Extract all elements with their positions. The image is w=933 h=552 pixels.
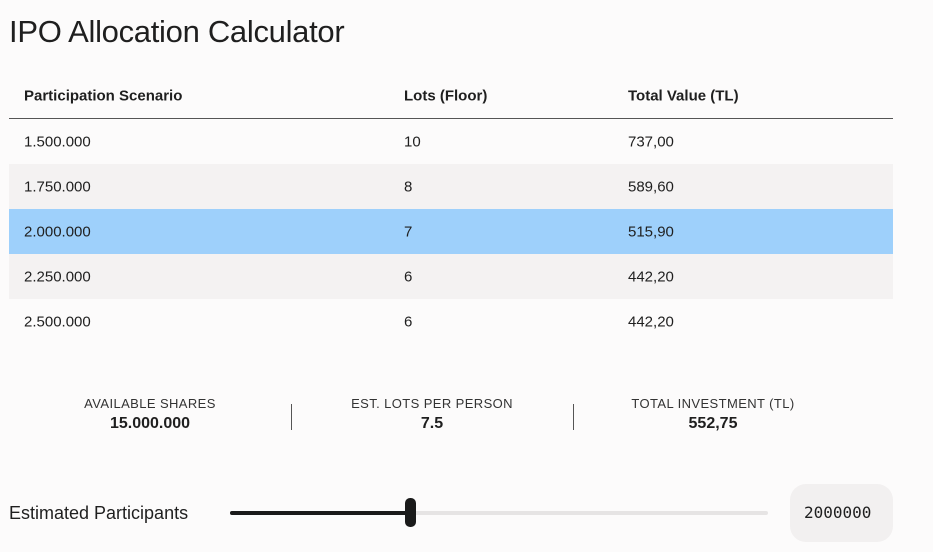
column-header: Lots (Floor) [404, 87, 488, 105]
table-cell: 737,00 [628, 133, 674, 150]
stat-label: TOTAL INVESTMENT (TL) [631, 396, 795, 411]
table-cell: 1.750.000 [24, 178, 91, 195]
selected-row[interactable]: 2.000.000 7 515,90 [9, 209, 893, 254]
slider-fill [230, 511, 410, 515]
column-header: Total Value (TL) [628, 87, 739, 105]
table-cell: 6 [404, 268, 413, 285]
slider-track[interactable] [230, 511, 768, 515]
participants-input[interactable]: 2000000 [790, 484, 893, 542]
stat-value: 7.5 [420, 415, 444, 432]
table-cell: 2.500.000 [24, 313, 91, 330]
input-value: 2000000 [804, 503, 872, 522]
slider-label: Estimated Participants [9, 503, 189, 523]
table-row[interactable]: 1.750.000 8 589,60 [9, 164, 893, 209]
stat-label: AVAILABLE SHARES [84, 396, 216, 411]
table-cell: 7 [404, 223, 413, 240]
column-header: Participation Scenario [24, 87, 183, 105]
slider-thumb[interactable] [405, 498, 416, 527]
table-row[interactable]: 2.250.000 6 442,20 [9, 254, 893, 299]
table-cell: 8 [404, 178, 413, 195]
table-cell: 515,90 [628, 223, 674, 240]
table-cell: 2.250.000 [24, 268, 91, 285]
stat-value: 552,75 [688, 415, 738, 432]
table-cell: 10 [404, 133, 421, 150]
divider [291, 404, 292, 430]
table-cell: 1.500.000 [24, 133, 91, 150]
table-cell: 6 [404, 313, 413, 330]
table-row[interactable]: 2.500.000 6 442,20 [9, 299, 893, 344]
page-title: IPO Allocation Calculator [9, 14, 345, 49]
stat-value: 15.000.000 [109, 415, 191, 432]
stat: TOTAL INVESTMENT (TL) 552,75 [583, 396, 843, 433]
table-cell: 589,60 [628, 178, 674, 195]
table-header: Participation Scenario Lots (Floor) Tota… [9, 74, 893, 119]
stat: AVAILABLE SHARES 15.000.000 [20, 396, 280, 433]
table-cell: 442,20 [628, 268, 674, 285]
allocation-table: Participation Scenario Lots (Floor) Tota… [9, 74, 893, 344]
stat: EST. LOTS PER PERSON 7.5 [302, 396, 562, 433]
table-cell: 442,20 [628, 313, 674, 330]
table-cell: 2.000.000 [24, 223, 91, 240]
table-row[interactable]: 1.500.000 10 737,00 [9, 119, 893, 164]
divider [573, 404, 574, 430]
stat-label: EST. LOTS PER PERSON [351, 396, 513, 411]
